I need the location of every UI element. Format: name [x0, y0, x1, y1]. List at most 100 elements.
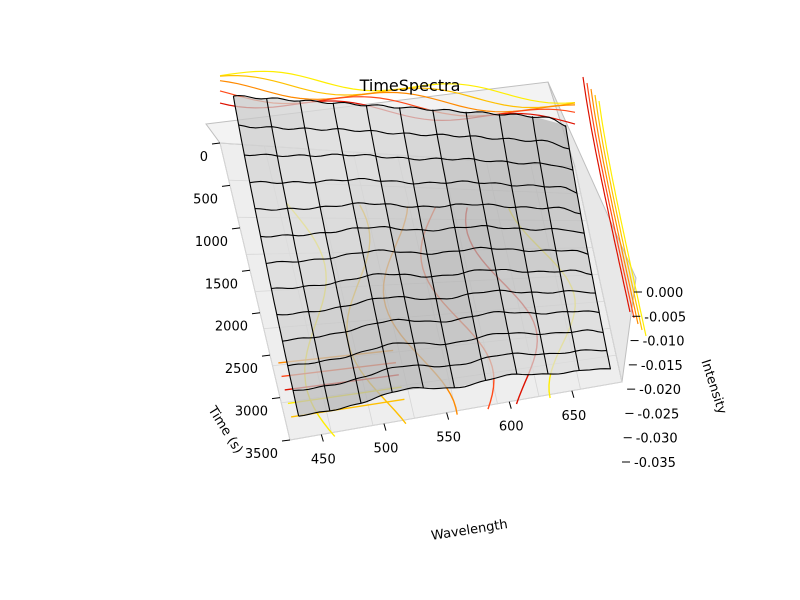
- surface-patch: [413, 342, 450, 366]
- surface-patch: [508, 332, 544, 355]
- surface-patch: [303, 282, 341, 313]
- surface-patch: [563, 291, 600, 313]
- surface-wire: [465, 111, 518, 375]
- surface-patch: [287, 361, 325, 391]
- surface-patch: [308, 307, 346, 338]
- surface-wire: [365, 105, 424, 389]
- y-tick-label: 3000: [235, 405, 268, 420]
- surface-patch: [437, 135, 475, 160]
- surface-patch: [431, 272, 469, 300]
- surface-patch: [271, 127, 310, 156]
- z-tick-label: -0.010: [643, 335, 685, 350]
- surface-patch: [282, 181, 321, 210]
- surface-patch: [342, 154, 381, 181]
- surface-patch: [519, 229, 556, 251]
- surface-patch: [445, 337, 482, 366]
- x-tick-label: 450: [311, 453, 336, 468]
- surface-patch: [324, 379, 361, 411]
- surface-patch: [511, 184, 548, 208]
- surface-patch: [454, 226, 492, 251]
- surface-patch: [422, 228, 460, 254]
- surface-patch: [362, 251, 400, 276]
- surface-wire: [531, 116, 580, 372]
- z-tick-label: -0.035: [634, 456, 676, 471]
- z-tick-label: -0.030: [636, 432, 678, 447]
- x-tick-mark: [383, 423, 387, 431]
- right-contour: [582, 76, 631, 313]
- y-tick-label: 2000: [215, 320, 248, 335]
- surface-patch: [427, 250, 464, 277]
- z-tick-label: -0.020: [639, 383, 681, 398]
- surface-patch: [503, 139, 541, 164]
- surface-patch: [367, 274, 405, 300]
- surface-patch: [282, 337, 320, 366]
- surface-patch: [474, 159, 512, 185]
- surface-patch: [249, 182, 288, 210]
- z-tick-label: -0.015: [641, 359, 683, 374]
- right-contour: [586, 82, 635, 319]
- surface-patch: [266, 261, 304, 289]
- surface-patch: [266, 98, 305, 129]
- surface-patch: [233, 96, 272, 128]
- surface-patch: [299, 100, 338, 130]
- back-contour: [219, 74, 576, 109]
- surface-patch: [463, 269, 500, 295]
- surface-patch: [292, 232, 331, 262]
- y-tick-label: 500: [193, 192, 218, 207]
- surface-patch: [482, 204, 520, 229]
- surface-patch: [476, 332, 513, 360]
- y-tick-mark: [231, 227, 241, 230]
- right-contour: [594, 94, 643, 331]
- z-tick-label: 0.000: [646, 286, 683, 301]
- surface-patch: [390, 227, 427, 254]
- surface-patch: [310, 154, 348, 182]
- surface-patch: [399, 107, 438, 136]
- z-tick-label: -0.005: [644, 310, 686, 325]
- surface-patch: [340, 299, 378, 332]
- surface-patch: [544, 351, 580, 375]
- surface-wire: [232, 96, 300, 417]
- y-tick-label: 1000: [195, 235, 228, 250]
- y-tick-mark: [271, 397, 281, 400]
- surface-patch: [387, 365, 424, 393]
- x-tick-label: 600: [499, 420, 524, 435]
- surface-patch: [408, 158, 446, 183]
- surface-patch: [487, 226, 524, 251]
- surface-patch: [432, 109, 471, 137]
- surface-patch: [499, 290, 536, 314]
- z-tick-label: -0.025: [637, 407, 679, 422]
- surface-patch: [481, 353, 517, 381]
- surface-patch: [260, 235, 299, 263]
- surface-patch: [371, 131, 409, 159]
- surface-patch: [571, 331, 607, 352]
- surface-patch: [293, 386, 330, 416]
- surface-patch: [347, 179, 386, 205]
- surface-patch: [531, 291, 568, 314]
- surface-patch: [446, 182, 483, 206]
- surface-wire: [432, 109, 487, 381]
- chart-title: TimeSpectra: [359, 76, 461, 95]
- y-tick-label: 3500: [245, 447, 278, 462]
- y-tick-mark: [281, 439, 291, 442]
- surface-patch: [277, 155, 316, 183]
- surface-patch: [404, 133, 442, 159]
- surface-patch: [345, 322, 383, 356]
- y-tick-mark: [221, 184, 231, 187]
- surface-patch: [315, 179, 353, 208]
- x-tick-mark: [446, 412, 450, 420]
- surface-patch: [335, 275, 373, 308]
- surface-patch: [436, 294, 473, 322]
- surface-patch: [559, 271, 596, 294]
- surface-patch: [567, 311, 603, 332]
- surface-patch: [385, 204, 423, 231]
- y-tick-mark: [251, 312, 261, 315]
- surface-patch: [504, 312, 540, 334]
- x-axis-label: Wavelength: [430, 517, 509, 544]
- surface-patch: [333, 102, 371, 132]
- surface-patch: [450, 204, 488, 229]
- surface-patch: [499, 114, 537, 141]
- surface-wire: [565, 125, 612, 370]
- surface-patch: [532, 116, 570, 149]
- surface-patch: [271, 286, 309, 315]
